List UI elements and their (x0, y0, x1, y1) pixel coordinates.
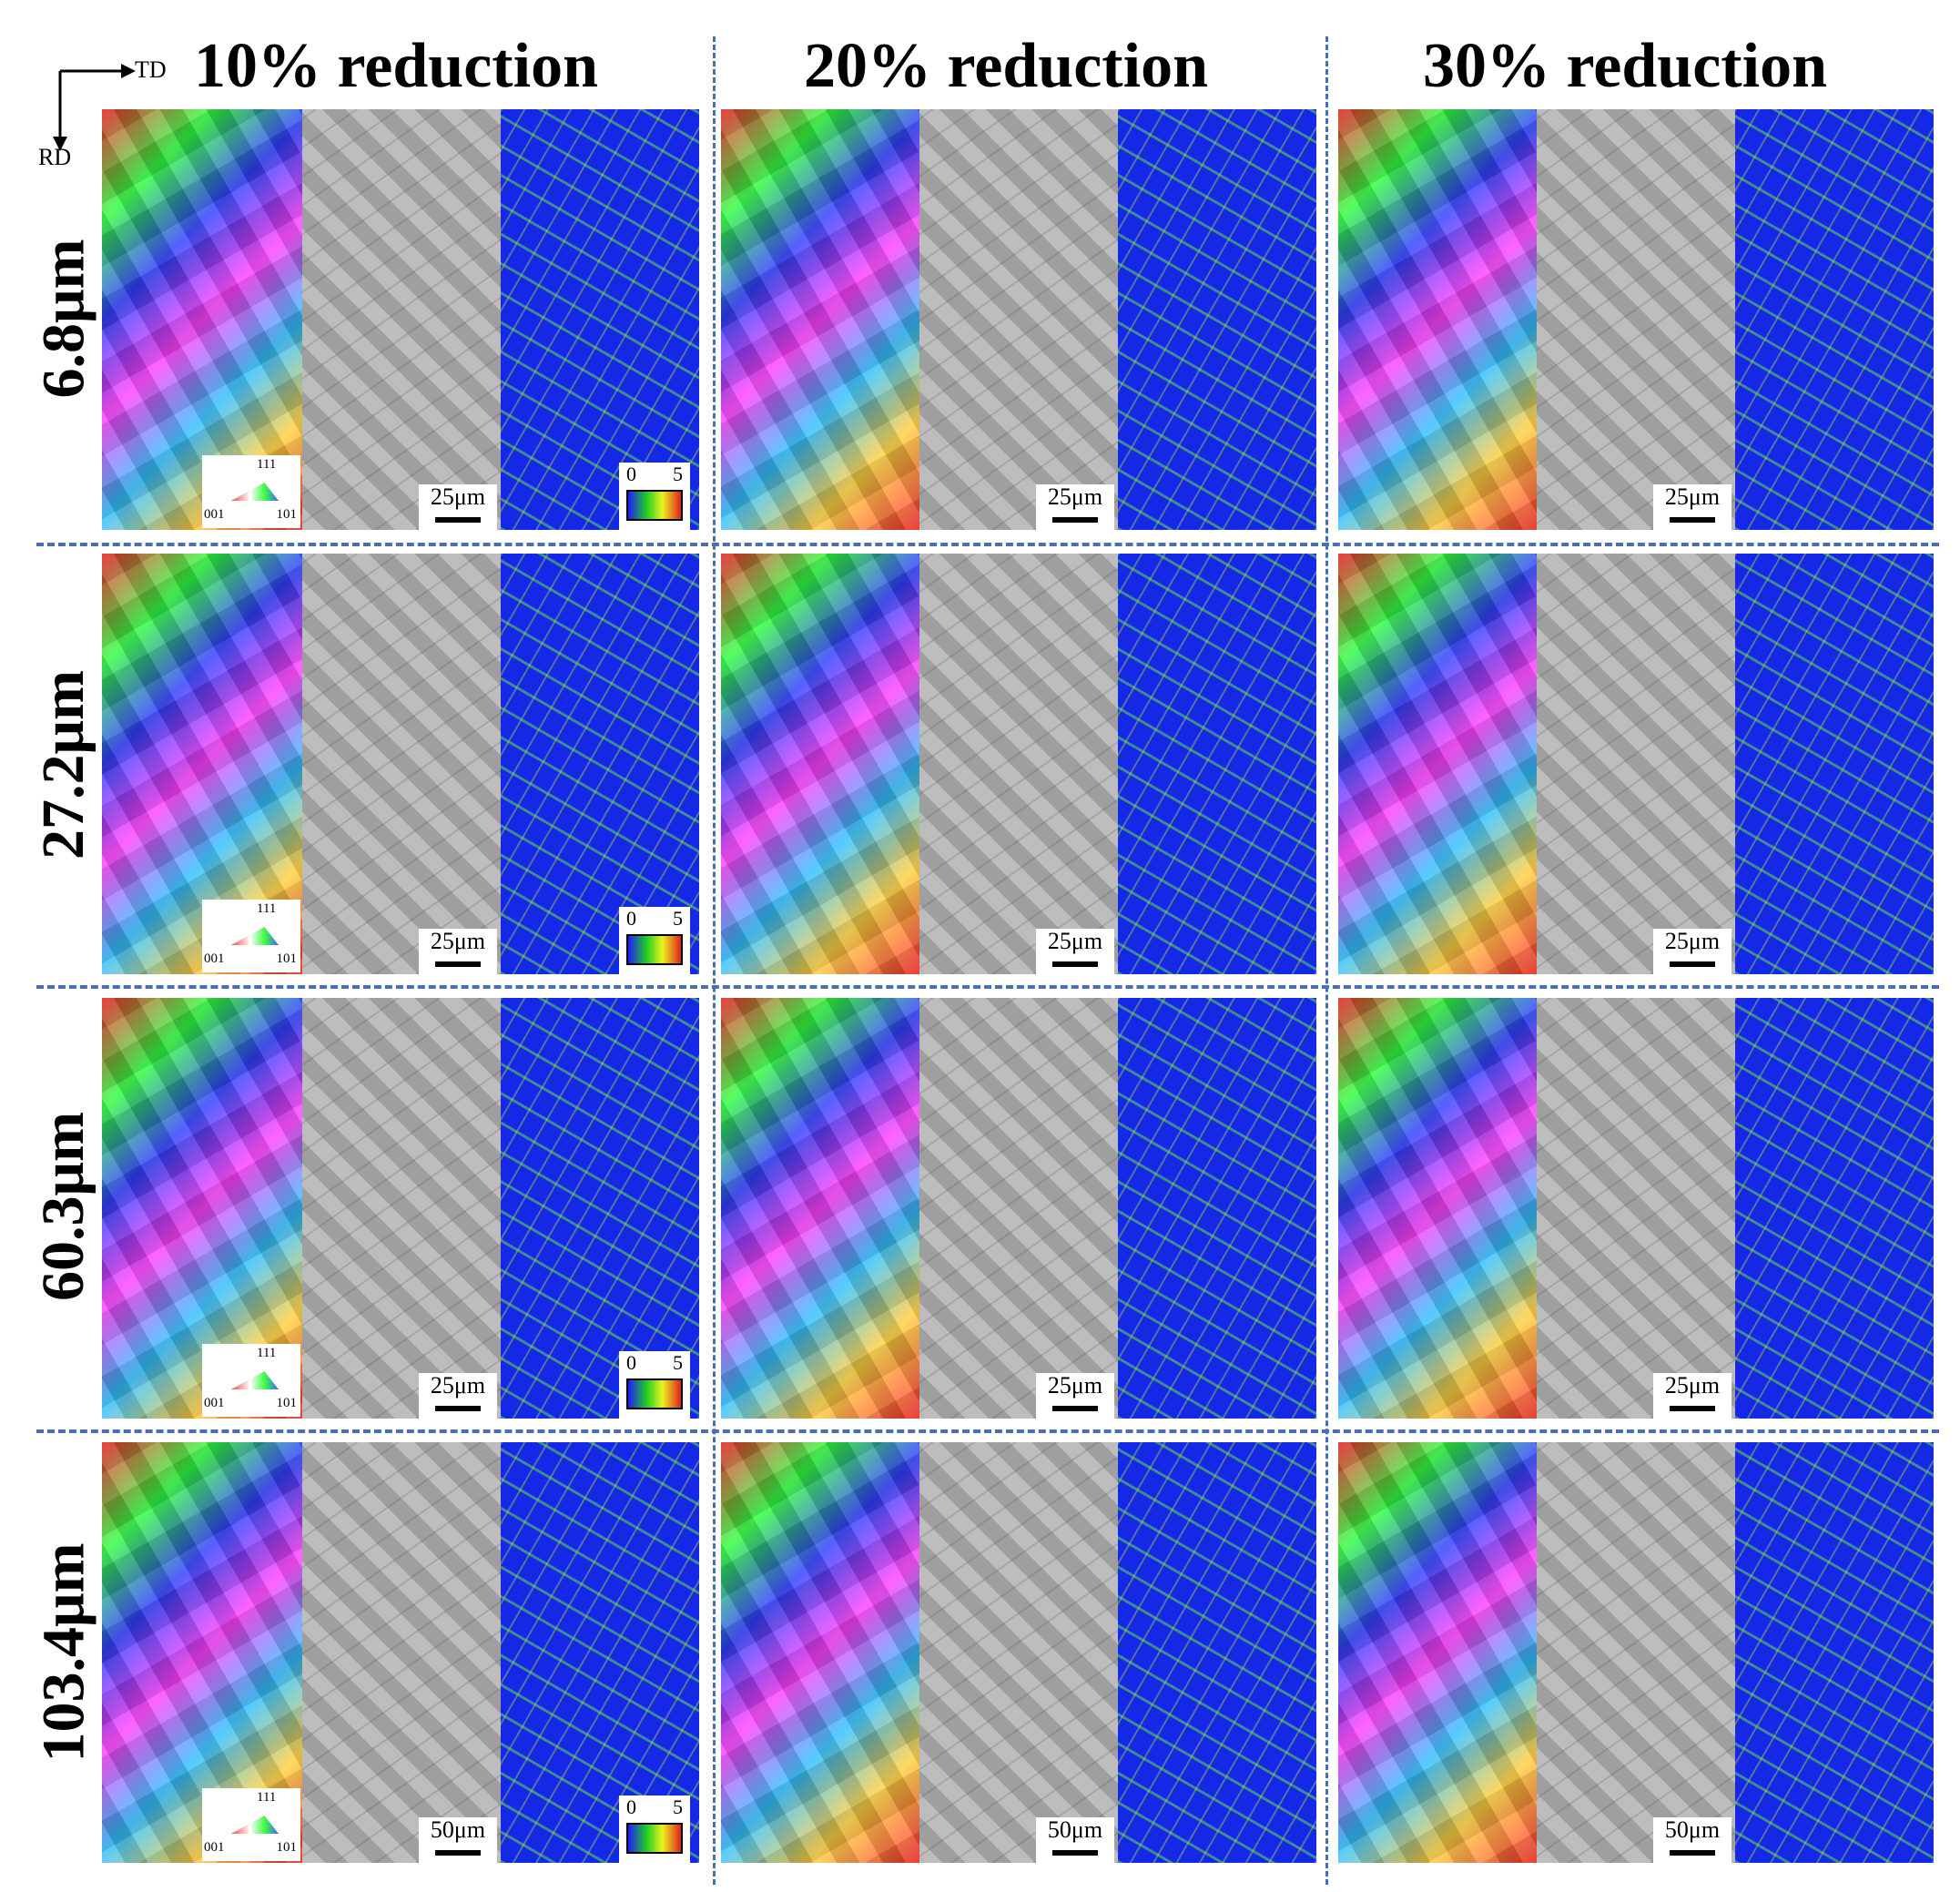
ipf-color-key: 111 001 101 (202, 455, 300, 528)
scale-bar: 25μm (1653, 1373, 1732, 1419)
row-label-6-8: 6.8μm (30, 239, 96, 399)
kam-map (1735, 109, 1934, 530)
band-contrast-map (919, 1442, 1118, 1863)
scale-bar: 25μm (419, 484, 497, 530)
band-contrast-map (919, 554, 1118, 974)
kam-map (501, 554, 699, 974)
ipf-map (1338, 1442, 1537, 1863)
column-separator (713, 36, 716, 1885)
column-title-20: 20% reduction (804, 31, 1208, 101)
axis-td-label: TD (135, 56, 167, 83)
scale-bar: 25μm (1653, 484, 1732, 530)
scale-bar: 25μm (419, 1373, 497, 1419)
ipf-color-key: 111 001 101 (202, 1788, 300, 1861)
row-label-103-4: 103.4μm (30, 1542, 96, 1763)
row-separator (36, 543, 1939, 546)
axis-arrows-icon (53, 64, 136, 151)
ipf-map (721, 1442, 919, 1863)
band-contrast-map (302, 998, 501, 1419)
ipf-map (1338, 109, 1537, 530)
ipf-color-key: 111 001 101 (202, 1344, 300, 1417)
kam-map (1118, 1442, 1316, 1863)
row-label-60-3: 60.3μm (30, 1112, 96, 1301)
ipf-map (721, 998, 919, 1419)
band-contrast-map (302, 109, 501, 530)
kam-map (1735, 1442, 1934, 1863)
axis-rd-label: RD (38, 144, 72, 170)
band-contrast-map (302, 1442, 501, 1863)
band-contrast-map (1537, 109, 1735, 530)
scale-bar: 25μm (1653, 929, 1732, 974)
kam-map (501, 1442, 699, 1863)
ipf-color-key: 111 001 101 (202, 900, 300, 972)
kam-map (1118, 109, 1316, 530)
column-title-30: 30% reduction (1423, 31, 1827, 101)
scale-bar: 25μm (1036, 484, 1114, 530)
kam-map (1118, 554, 1316, 974)
row-label-27-2: 27.2μm (30, 670, 96, 860)
column-separator (1325, 36, 1328, 1885)
scale-bar: 25μm (1036, 929, 1114, 974)
column-title-10: 10% reduction (194, 31, 598, 101)
axis-indicator: TD RD (33, 53, 167, 171)
band-contrast-map (302, 554, 501, 974)
scale-bar: 25μm (419, 929, 497, 974)
kam-map (1735, 554, 1934, 974)
ipf-map (721, 109, 919, 530)
band-contrast-map (1537, 554, 1735, 974)
row-separator (36, 985, 1939, 989)
kam-map (1118, 998, 1316, 1419)
kam-map (501, 109, 699, 530)
kam-map (501, 998, 699, 1419)
band-contrast-map (919, 109, 1118, 530)
scale-bar: 50μm (419, 1817, 497, 1863)
scale-bar: 50μm (1036, 1817, 1114, 1863)
band-contrast-map (919, 998, 1118, 1419)
scale-bar: 25μm (1036, 1373, 1114, 1419)
row-separator (36, 1429, 1939, 1433)
band-contrast-map (1537, 998, 1735, 1419)
ipf-map (721, 554, 919, 974)
ipf-map (1338, 554, 1537, 974)
ipf-map (1338, 998, 1537, 1419)
scale-bar: 50μm (1653, 1817, 1732, 1863)
band-contrast-map (1537, 1442, 1735, 1863)
kam-map (1735, 998, 1934, 1419)
